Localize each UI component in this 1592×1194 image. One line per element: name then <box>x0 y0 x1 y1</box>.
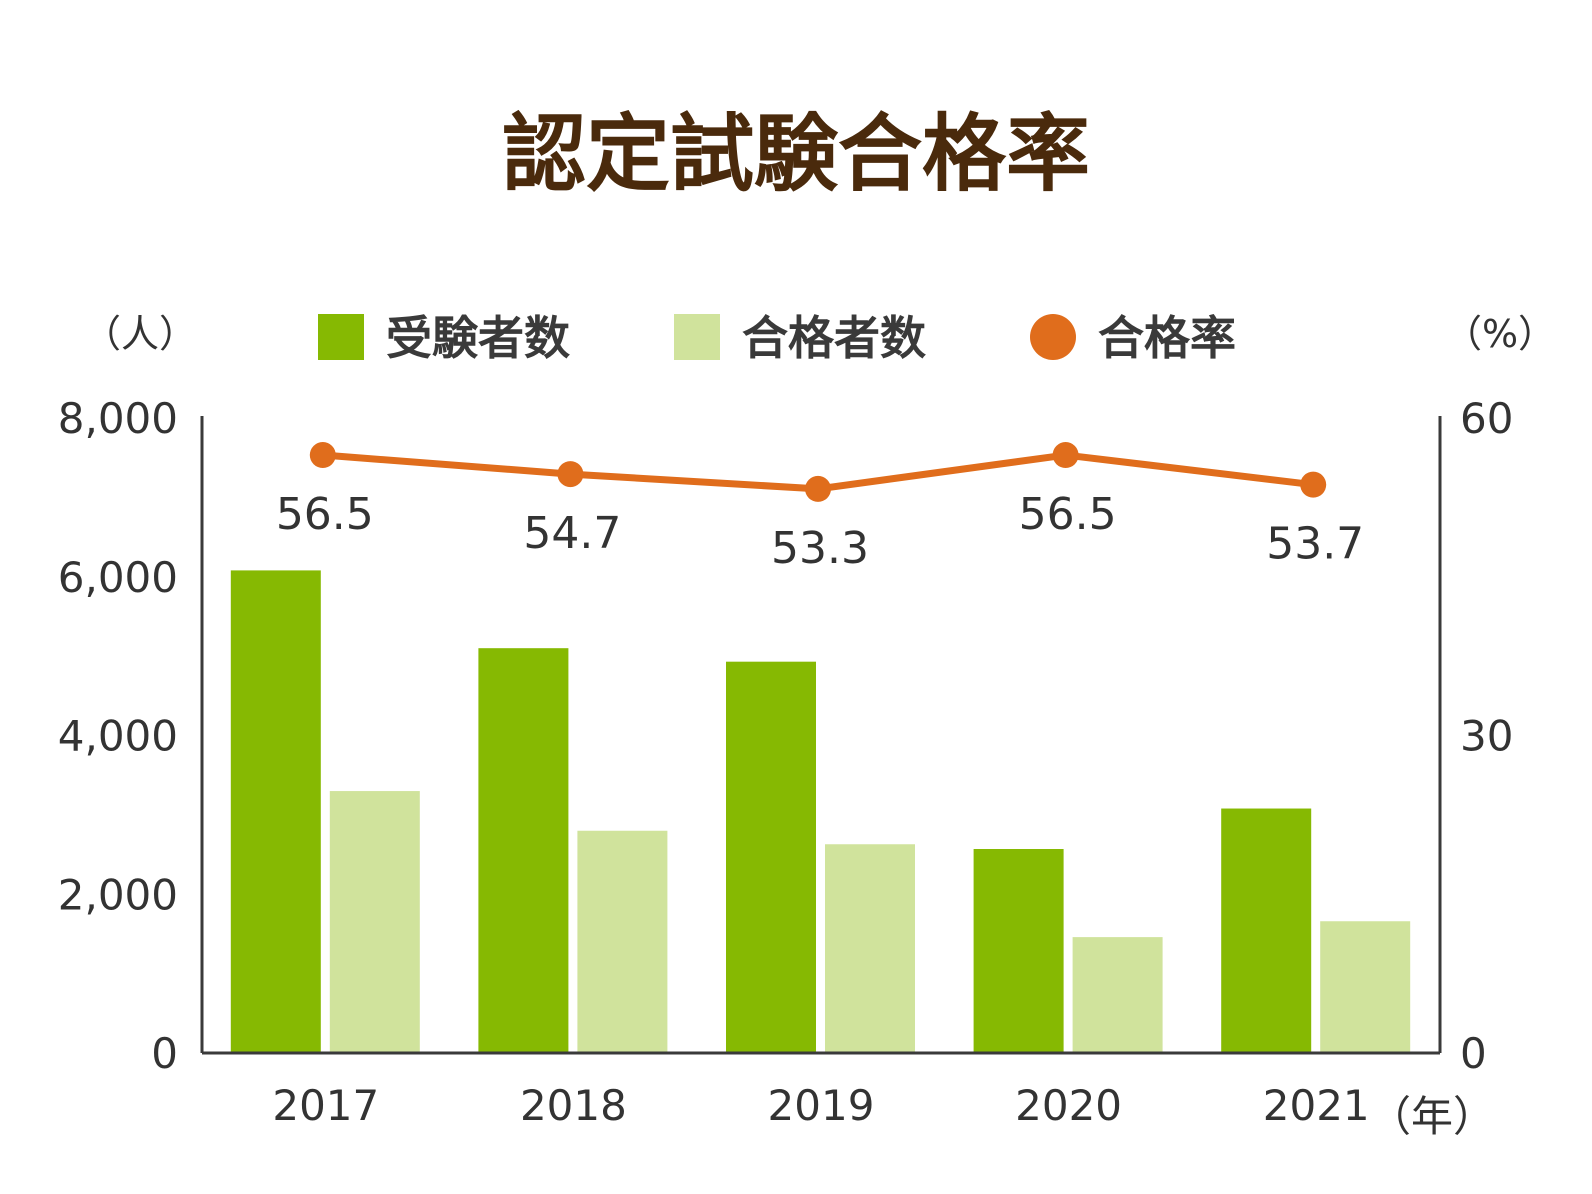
bar-examinees-2018 <box>478 648 569 1053</box>
x-tick-label: 2020 <box>1015 1081 1122 1130</box>
bar-passers-2018 <box>577 830 668 1053</box>
legend: 受験者数 合格者数 合格率 <box>318 311 1236 365</box>
legend-swatch <box>318 314 364 360</box>
pass-rate-label: 53.3 <box>771 523 869 574</box>
legend-label: 合格者数 <box>742 311 926 365</box>
legend-label: 受験者数 <box>386 311 570 365</box>
legend-marker <box>1030 314 1076 360</box>
x-tick-label: 2018 <box>520 1081 627 1130</box>
right-tick-label: 30 <box>1460 712 1513 761</box>
x-tick-label: 2019 <box>768 1081 875 1130</box>
pass-rate-point-2020 <box>1052 442 1079 469</box>
right-tick-label: 0 <box>1460 1029 1487 1078</box>
left-tick-label: 6,000 <box>58 553 178 602</box>
bars-layer <box>230 570 1411 1053</box>
legend-swatch <box>674 314 720 360</box>
pass-rate-point-2017 <box>309 442 336 469</box>
pass-rate-label: 53.7 <box>1266 519 1364 570</box>
bar-passers-2017 <box>329 791 420 1053</box>
bar-examinees-2020 <box>973 849 1064 1053</box>
bar-examinees-2019 <box>726 661 816 1053</box>
pass-rate-point-2018 <box>557 461 584 488</box>
left-tick-label: 2,000 <box>58 870 178 919</box>
axes-layer <box>200 416 1442 1055</box>
left-tick-label: 0 <box>151 1029 178 1078</box>
rate-line-layer <box>309 442 1327 502</box>
bar-examinees-2017 <box>230 570 321 1053</box>
x-axis-unit: （年） <box>1369 1092 1495 1141</box>
bar-passers-2020 <box>1072 937 1163 1053</box>
pass-rate-label: 56.5 <box>1019 489 1117 540</box>
pass-rate-point-2019 <box>805 475 831 502</box>
legend-label: 合格率 <box>1098 311 1236 365</box>
right-tick-label: 60 <box>1460 394 1513 443</box>
pass-rate-label: 56.5 <box>276 489 374 540</box>
left-tick-label: 4,000 <box>58 712 178 761</box>
pass-rate-point-2021 <box>1300 471 1327 498</box>
left-axis-unit: （人） <box>83 312 197 356</box>
bar-passers-2019 <box>825 844 915 1053</box>
bar-passers-2021 <box>1320 921 1411 1053</box>
bar-examinees-2021 <box>1221 808 1312 1053</box>
right-axis-unit: （%） <box>1444 312 1556 356</box>
pass-rate-label: 54.7 <box>523 508 621 559</box>
x-tick-label: 2017 <box>272 1081 379 1130</box>
chart-title: 認定試験合格率 <box>502 105 1090 203</box>
labels-layer: 0 2,000 4,000 6,000 8,000 0 30 60 2017 2018 2019 20… <box>58 394 1514 1130</box>
left-tick-label: 8,000 <box>58 394 178 443</box>
x-tick-label: 2021 <box>1263 1081 1370 1130</box>
